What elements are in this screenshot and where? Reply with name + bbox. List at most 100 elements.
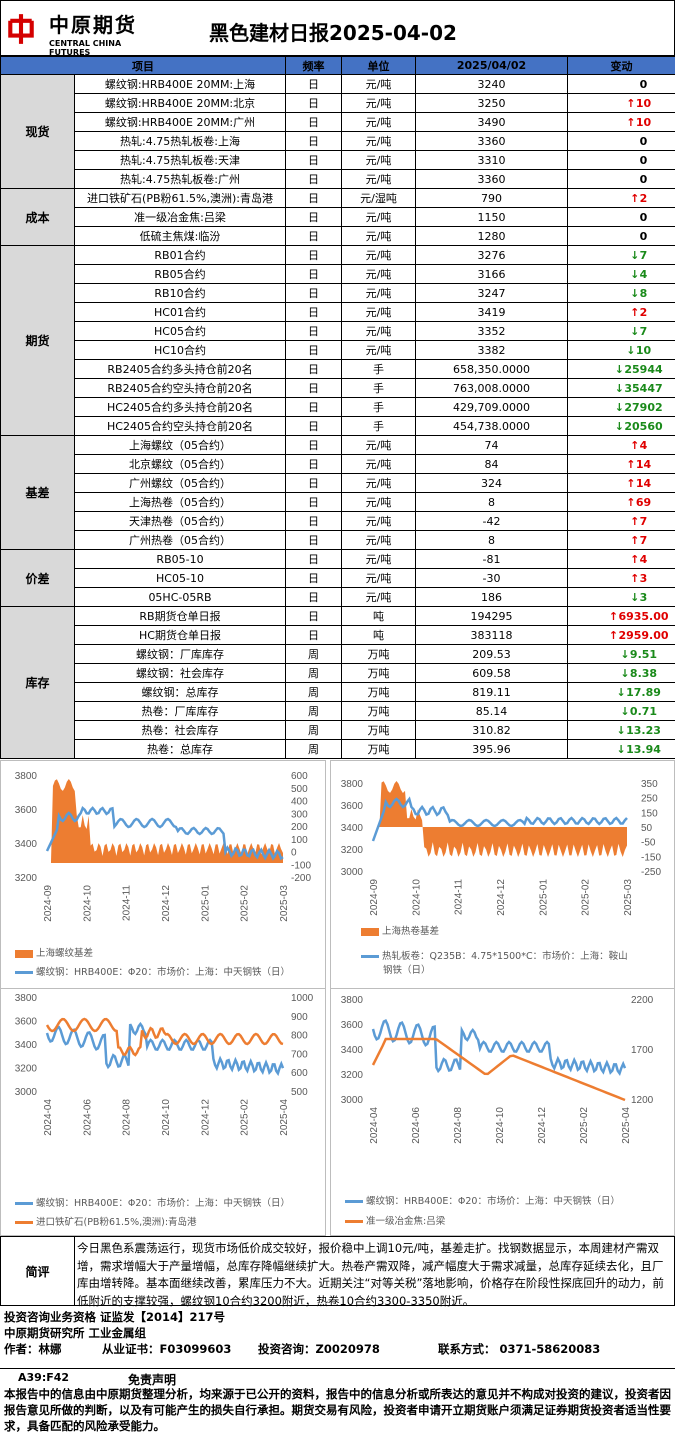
arrow-up-icon: ↑ [626, 495, 636, 509]
table-row: HC05-10 日元/吨 -30 ↑3 [1, 568, 675, 588]
unit-cell: 手 [341, 416, 416, 436]
x-tick-label: 2024-06 [82, 1099, 93, 1136]
chart1-legend-area: 上海螺纹基差 [15, 947, 93, 960]
frequency-cell: 日 [285, 302, 342, 322]
header-frequency: 频率 [285, 56, 342, 75]
chart2-legend-area: 上海热卷基差 [361, 925, 439, 938]
change-cell: ↓0.71 [567, 701, 675, 721]
change-cell: ↓7 [567, 321, 675, 341]
change-value: 0.71 [629, 704, 658, 718]
right-tick-label: -150 [641, 852, 661, 863]
unit-cell: 元/吨 [341, 587, 416, 607]
change-value: 7 [639, 248, 648, 262]
arrow-down-icon: ↓ [620, 704, 630, 718]
change-value: 4 [639, 438, 648, 452]
chart-hrc-basis: 3800 3600 3400 3200 3000 350 250 150 50 -50 -150 -2… [330, 760, 675, 990]
table-row: RB2405合约多头持仓前20名日手 658,350.0000 ↓25944 [1, 359, 675, 379]
arrow-down-icon: ↓ [630, 248, 640, 262]
item-name-cell: RB期货仓单日报 [74, 606, 286, 626]
change-cell: ↑6935.00 [567, 606, 675, 626]
frequency-cell: 日 [285, 321, 342, 341]
arrow-up-icon: ↑ [630, 571, 640, 585]
chart3-legend-line2: 进口铁矿石(PB粉61.5%,澳洲):青岛港 [15, 1216, 197, 1229]
item-name-cell: RB10合约 [74, 283, 286, 303]
change-value: 8.38 [629, 666, 658, 680]
change-cell: ↓4 [567, 264, 675, 284]
table-row: 热轧:4.75热轧板卷:上海日元/吨 3360 0 [1, 131, 675, 151]
disclaimer-section: A39:F42 免责声明 本报告中的信息由中原期货整理分析，均来源于已公开的资料… [0, 1368, 675, 1438]
table-row: 螺纹钢：总库存周万吨 819.11 ↓17.89 [1, 682, 675, 702]
category-cell: 现货 [0, 74, 75, 189]
arrow-up-icon: ↑ [626, 457, 636, 471]
unit-cell: 元/吨 [341, 169, 416, 189]
left-tick-label: 3000 [341, 1095, 364, 1106]
value-cell: 194295 [415, 606, 568, 626]
frequency-cell: 日 [285, 150, 342, 170]
change-value: 0 [639, 229, 648, 243]
left-tick-label: 3200 [15, 873, 38, 884]
x-tick-label: 2024-11 [122, 885, 133, 921]
table-row: 螺纹钢:HRB400E 20MM:北京日元/吨 3250 ↑10 [1, 93, 675, 113]
frequency-cell: 周 [285, 663, 342, 683]
chart3-legend-line1: 螺纹钢：HRB400E：Φ20：市场价：上海：中天钢铁（日） [15, 1197, 290, 1210]
change-value: 13.94 [626, 742, 661, 756]
change-value: 2 [639, 191, 648, 205]
unit-cell: 手 [341, 397, 416, 417]
arrow-down-icon: ↓ [630, 324, 640, 338]
unit-cell: 元/吨 [341, 492, 416, 512]
change-value: 3 [639, 590, 648, 604]
unit-cell: 元/吨 [341, 245, 416, 265]
left-tick-label: 3200 [15, 1064, 38, 1075]
item-name-cell: HC2405合约多头持仓前20名 [74, 397, 286, 417]
change-value: 25944 [624, 362, 663, 376]
value-cell: 3166 [415, 264, 568, 284]
right-tick-label: 900 [291, 1012, 308, 1023]
value-cell: 85.14 [415, 701, 568, 721]
value-cell: 429,709.0000 [415, 397, 568, 417]
unit-cell: 元/吨 [341, 511, 416, 531]
table-row: 库存 RB期货仓单日报日吨 194295 ↑6935.00 [0, 606, 675, 759]
value-cell: 1280 [415, 226, 568, 246]
value-cell: 3276 [415, 245, 568, 265]
table-row: 05HC-05RB 日元/吨 186 ↓3 [1, 587, 675, 607]
frequency-cell: 日 [285, 340, 342, 360]
frequency-cell: 日 [285, 378, 342, 398]
change-value: 10 [635, 115, 652, 129]
item-name-cell: RB05-10 [74, 549, 286, 569]
change-value: 14 [635, 457, 652, 471]
review-section: 简评 今日黑色系震荡运行，现货市场低价成交较好，报价稳中上调10元/吨，基差走扩… [0, 1236, 675, 1308]
logo-chinese-name: 中原期货 [49, 13, 137, 37]
x-tick-label: 2025-02 [240, 885, 251, 922]
right-tick-label: 150 [641, 808, 658, 819]
category-cell: 库存 [0, 606, 75, 759]
legend-swatch-orange [361, 927, 379, 936]
value-cell: 310.82 [415, 720, 568, 740]
item-name-cell: 热轧:4.75热轧板卷:天津 [74, 150, 286, 170]
change-cell: ↓8.38 [567, 663, 675, 683]
change-value: 17.89 [626, 685, 661, 699]
item-name-cell: 螺纹钢:HRB400E 20MM:上海 [74, 74, 286, 94]
category-cell: 价差 [0, 549, 75, 607]
left-tick-label: 3800 [341, 779, 364, 790]
item-name-cell: 上海热卷（05合约） [74, 492, 286, 512]
table-row: RB10合约日元/吨 3247 ↓8 [1, 283, 675, 303]
arrow-up-icon: ↑ [630, 438, 640, 452]
arrow-down-icon: ↓ [616, 685, 626, 699]
report-header: 中原期货 CENTRAL CHINA FUTURES 黑色建材日报2025-04… [0, 0, 675, 57]
change-value: 4 [639, 552, 648, 566]
change-cell: ↓7 [567, 245, 675, 265]
item-name-cell: 螺纹钢:HRB400E 20MM:广州 [74, 112, 286, 132]
table-row: HC2405合约多头持仓前20名日手 429,709.0000 ↓27902 [1, 397, 675, 417]
change-cell: ↑2 [567, 302, 675, 322]
x-tick-label: 2025-04 [279, 1099, 290, 1136]
arrow-down-icon: ↓ [616, 723, 626, 737]
frequency-cell: 周 [285, 682, 342, 702]
item-name-cell: 天津热卷（05合约） [74, 511, 286, 531]
coke-price-line [371, 1037, 626, 1102]
table-row: 成本 进口铁矿石(PB粉61.5%,澳洲):青岛港日元/湿吨 790 ↑2 [0, 188, 675, 246]
unit-cell: 元/吨 [341, 207, 416, 227]
chart-rebar-iron-ore: 3800 3600 3400 3200 3000 1000 900 800 700 600 500 2… [0, 988, 326, 1236]
table-row: 热轧:4.75热轧板卷:天津日元/吨 3310 0 [1, 150, 675, 170]
chart1-legend-line: 螺纹钢：HRB400E：Φ20：市场价：上海：中天钢铁（日） [15, 966, 290, 979]
left-tick-label: 3400 [15, 839, 38, 850]
